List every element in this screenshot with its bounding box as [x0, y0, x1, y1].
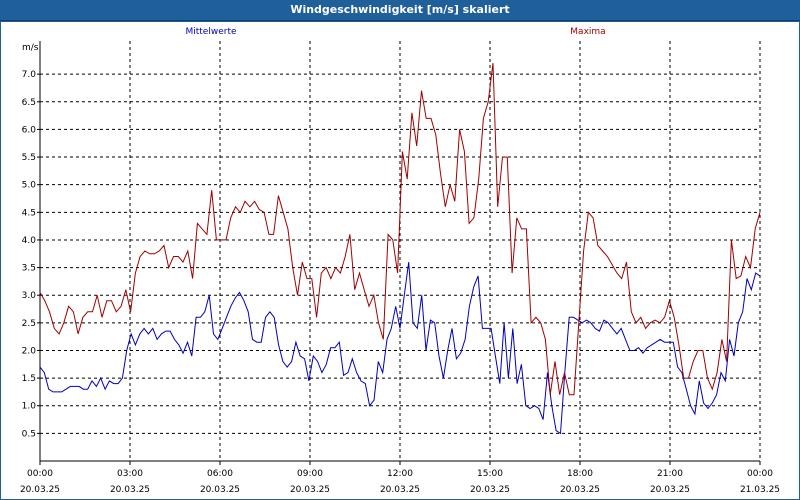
- y-tick-label: 2.5: [22, 319, 36, 329]
- legend-maxima: Maxima: [570, 27, 605, 37]
- series-lines: [39, 63, 761, 435]
- x-tick-time: 03:00: [117, 469, 143, 479]
- x-tick-time: 21:00: [657, 469, 683, 479]
- y-tick-labels: 0.5 1.0 1.5 2.0 2.5 3.0 3.5 4.0 4.5 5.0 5.5 6.0 6.5 7…: [22, 70, 37, 439]
- x-tick-date: 20.03.25: [380, 485, 420, 495]
- grid: [37, 41, 761, 465]
- y-tick-label: 7.0: [22, 70, 37, 80]
- y-tick-label: 6.0: [22, 125, 37, 135]
- y-tick-label: 6.5: [22, 98, 36, 108]
- x-tick-date: 20.03.25: [110, 485, 150, 495]
- x-tick-date: 20.03.25: [20, 485, 60, 495]
- x-tick-time: 12:00: [387, 469, 413, 479]
- y-tick-label: 1.0: [22, 402, 37, 412]
- chart-title: Windgeschwindigkeit [m/s] skaliert: [0, 0, 800, 21]
- series-line-maxima: [39, 63, 761, 396]
- y-tick-label: 0.5: [22, 429, 36, 439]
- x-tick-date: 20.03.25: [470, 485, 510, 495]
- y-tick-label: 4.5: [22, 208, 36, 218]
- y-tick-label: 5.0: [22, 181, 37, 191]
- y-tick-label: 4.0: [22, 236, 37, 246]
- y-tick-label: 5.5: [22, 153, 36, 163]
- y-tick-label: 1.5: [22, 374, 36, 384]
- series-line-mittelwerte: [39, 262, 761, 435]
- x-tick-date: 20.03.25: [290, 485, 330, 495]
- y-axis-label: m/s: [22, 43, 39, 53]
- legend-mittelwerte: Mittelwerte: [185, 27, 236, 37]
- x-tick-time: 18:00: [567, 469, 593, 479]
- x-tick-time: 15:00: [477, 469, 503, 479]
- y-tick-label: 3.0: [22, 291, 37, 301]
- x-tick-time: 00:00: [747, 469, 773, 479]
- y-tick-label: 3.5: [22, 264, 36, 274]
- x-tick-date: 21.03.25: [740, 485, 780, 495]
- x-tick-time: 06:00: [207, 469, 233, 479]
- x-tick-labels: 00:00 20.03.25 03:00 20.03.25 06:00 20.03.25 0…: [20, 469, 780, 495]
- x-tick-date: 20.03.25: [200, 485, 240, 495]
- y-tick-label: 2.0: [22, 346, 37, 356]
- x-tick-date: 20.03.25: [560, 485, 600, 495]
- x-tick-time: 00:00: [27, 469, 53, 479]
- x-tick-date: 20.03.25: [650, 485, 690, 495]
- x-tick-time: 09:00: [297, 469, 323, 479]
